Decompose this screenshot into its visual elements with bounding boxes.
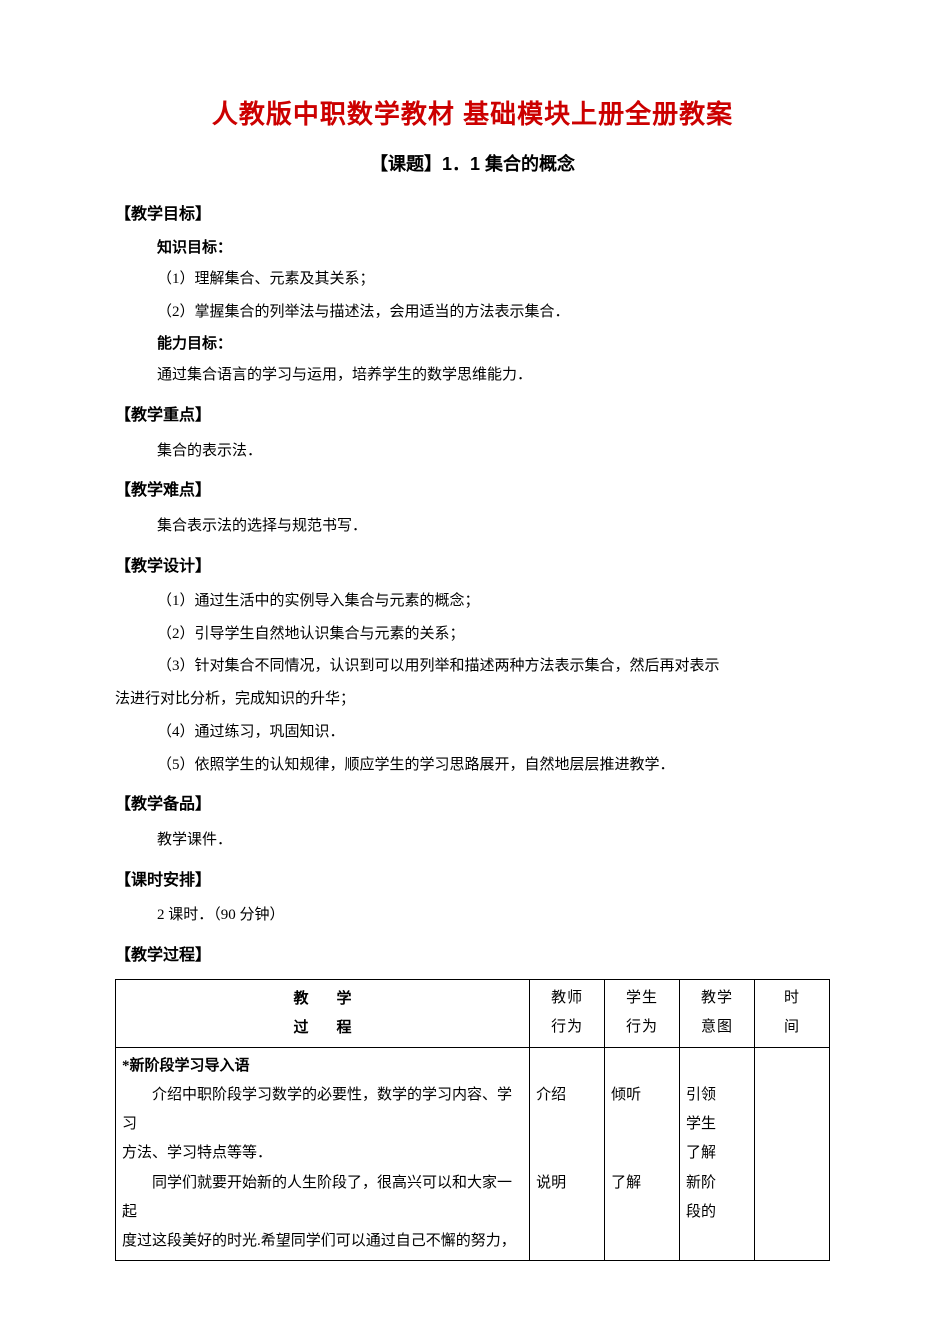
design-2: （2）引导学生自然地认识集合与元素的关系； bbox=[157, 619, 830, 650]
knowledge-goal-header: 知识目标： bbox=[157, 234, 830, 263]
proc-l3: 同学们就要开始新的人生阶段了，很高兴可以和大家一起 bbox=[122, 1169, 523, 1228]
design-4: （4）通过练习，巩固知识． bbox=[157, 717, 830, 748]
intent-l4: 新阶 bbox=[686, 1169, 748, 1198]
table-header-row: 教学 过程 教师 行为 学生 行为 教学 意图 时 间 bbox=[116, 980, 830, 1048]
knowledge-goal-2: （2）掌握集合的列举法与描述法，会用适当的方法表示集合． bbox=[157, 297, 830, 328]
student-l2: 了解 bbox=[611, 1169, 673, 1198]
section-prep-header: 【教学备品】 bbox=[115, 790, 830, 820]
section-focus-header: 【教学重点】 bbox=[115, 401, 830, 431]
th-student: 学生 行为 bbox=[605, 980, 680, 1048]
intent-l5: 段的 bbox=[686, 1198, 748, 1227]
difficulty-text: 集合表示法的选择与规范书写． bbox=[157, 511, 830, 542]
cell-intent: 引领 学生 了解 新阶 段的 bbox=[680, 1047, 755, 1261]
student-l1: 倾听 bbox=[611, 1081, 673, 1110]
th-intent-l2: 意图 bbox=[686, 1013, 748, 1042]
section-design-header: 【教学设计】 bbox=[115, 552, 830, 582]
main-title: 人教版中职数学教材 基础模块上册全册教案 bbox=[115, 90, 830, 139]
focus-text: 集合的表示法． bbox=[157, 436, 830, 467]
th-intent: 教学 意图 bbox=[680, 980, 755, 1048]
th-student-l1: 学生 bbox=[611, 984, 673, 1013]
th-process: 教学 过程 bbox=[116, 980, 530, 1048]
proc-l4: 度过这段美好的时光.希望同学们可以通过自己不懈的努力， bbox=[122, 1227, 523, 1256]
lesson-table: 教学 过程 教师 行为 学生 行为 教学 意图 时 间 *新阶段学习导入语 介绍… bbox=[115, 979, 830, 1261]
th-teacher: 教师 行为 bbox=[530, 980, 605, 1048]
th-time-l1: 时 bbox=[761, 984, 823, 1013]
th-teacher-l2: 行为 bbox=[536, 1013, 598, 1042]
intent-l1: 引领 bbox=[686, 1081, 748, 1110]
design-3b: 法进行对比分析，完成知识的升华； bbox=[115, 684, 830, 715]
proc-l1: 介绍中职阶段学习数学的必要性，数学的学习内容、学习 bbox=[122, 1081, 523, 1140]
section-process-header: 【教学过程】 bbox=[115, 941, 830, 971]
th-student-l2: 行为 bbox=[611, 1013, 673, 1042]
proc-title: *新阶段学习导入语 bbox=[122, 1052, 523, 1081]
teacher-l2: 说明 bbox=[536, 1169, 598, 1198]
th-process-l2: 过程 bbox=[122, 1013, 523, 1042]
cell-process: *新阶段学习导入语 介绍中职阶段学习数学的必要性，数学的学习内容、学习 方法、学… bbox=[116, 1047, 530, 1261]
lesson-subtitle: 【课题】1．1 集合的概念 bbox=[115, 147, 830, 181]
intent-l3: 了解 bbox=[686, 1139, 748, 1168]
section-difficulty-header: 【教学难点】 bbox=[115, 476, 830, 506]
teacher-l1: 介绍 bbox=[536, 1081, 598, 1110]
cell-time bbox=[755, 1047, 830, 1261]
th-process-l1: 教学 bbox=[122, 984, 523, 1013]
design-3a: （3）针对集合不同情况，认识到可以用列举和描述两种方法表示集合，然后再对表示 bbox=[157, 651, 830, 682]
proc-l2: 方法、学习特点等等． bbox=[122, 1139, 523, 1168]
knowledge-goal-1: （1）理解集合、元素及其关系； bbox=[157, 264, 830, 295]
th-time: 时 间 bbox=[755, 980, 830, 1048]
cell-student: 倾听 了解 bbox=[605, 1047, 680, 1261]
cell-teacher: 介绍 说明 bbox=[530, 1047, 605, 1261]
ability-goal-header: 能力目标： bbox=[157, 330, 830, 359]
intent-l2: 学生 bbox=[686, 1110, 748, 1139]
section-schedule-header: 【课时安排】 bbox=[115, 866, 830, 896]
ability-goal-1: 通过集合语言的学习与运用，培养学生的数学思维能力． bbox=[157, 360, 830, 391]
section-goal-header: 【教学目标】 bbox=[115, 200, 830, 230]
design-5: （5）依照学生的认知规律，顺应学生的学习思路展开，自然地层层推进教学． bbox=[157, 750, 830, 781]
th-teacher-l1: 教师 bbox=[536, 984, 598, 1013]
schedule-text: 2 课时．（90 分钟） bbox=[157, 900, 830, 931]
table-row: *新阶段学习导入语 介绍中职阶段学习数学的必要性，数学的学习内容、学习 方法、学… bbox=[116, 1047, 830, 1261]
design-1: （1）通过生活中的实例导入集合与元素的概念； bbox=[157, 586, 830, 617]
th-time-l2: 间 bbox=[761, 1013, 823, 1042]
prep-text: 教学课件． bbox=[157, 825, 830, 856]
th-intent-l1: 教学 bbox=[686, 984, 748, 1013]
